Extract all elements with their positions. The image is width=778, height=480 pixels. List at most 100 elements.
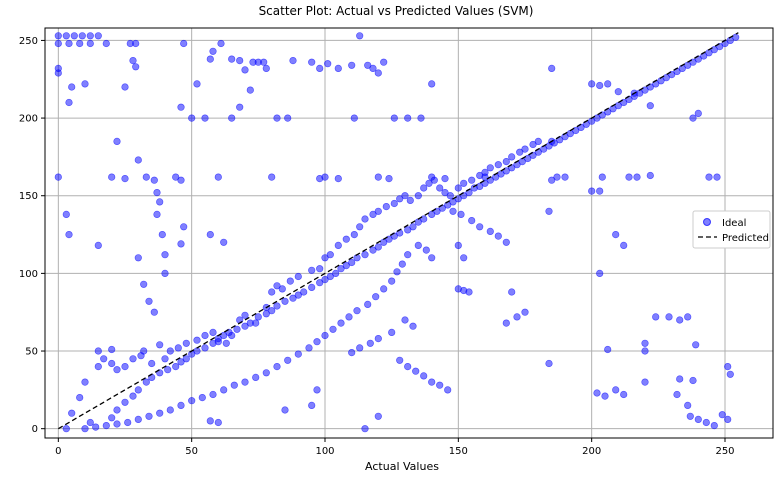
data-point [201,331,209,340]
data-point [161,355,169,363]
data-point [468,217,476,225]
data-point [134,156,142,164]
data-point [70,32,78,40]
data-point [342,235,350,243]
data-point [529,140,537,149]
data-point [604,80,612,88]
data-point [94,347,102,355]
data-point [369,64,377,72]
data-point [454,241,462,249]
data-point [158,231,166,239]
data-point [457,210,465,218]
data-point [145,297,153,305]
data-point [494,161,502,169]
data-point [246,86,254,94]
data-point [65,231,73,239]
data-point [481,173,489,181]
data-point [601,392,609,400]
data-point [129,355,137,363]
data-point [294,272,302,281]
data-point [289,294,297,302]
data-point [81,80,89,88]
data-point [364,300,372,309]
data-point [172,173,180,181]
data-point [188,397,196,405]
data-point [153,210,161,218]
data-point [502,158,510,166]
data-point [305,344,313,352]
data-point [262,64,270,72]
data-point [222,339,230,347]
data-point [665,313,673,321]
data-point [94,241,102,249]
data-point [308,401,316,410]
data-point [374,243,382,251]
data-point [412,367,420,375]
data-point [414,241,422,249]
data-point [361,251,369,259]
data-point [102,39,110,48]
data-point [420,372,428,380]
data-point [78,32,86,40]
data-point [508,153,516,161]
data-point [193,80,201,88]
y-tick-label: 200 [19,114,38,125]
data-point [102,422,110,430]
data-point [460,179,468,187]
data-point [241,311,249,319]
data-point [476,223,484,231]
data-point [428,173,436,181]
data-point [164,366,172,374]
data-point [294,350,302,358]
x-axis-ticks: 0 50 100 150 200 250 [55,438,735,457]
data-point [345,313,353,321]
predicted-line [58,32,739,430]
data-point [337,265,345,273]
data-point [369,210,377,218]
legend-label-predicted: Predicted [722,233,769,244]
data-point [54,173,62,181]
data-point [548,64,556,72]
data-point [561,173,569,181]
data-point [284,356,292,364]
data-point [444,386,452,394]
data-point [521,145,529,153]
data-point [321,276,329,284]
data-point [334,175,342,183]
y-tick-label: 100 [19,269,38,280]
data-point [121,175,129,183]
data-point [321,254,329,262]
data-point [342,262,350,270]
data-point [108,173,116,181]
data-point [94,363,102,371]
data-point [388,328,396,337]
data-point [694,415,702,424]
data-point [300,288,308,296]
data-point [177,103,185,111]
data-point [404,251,412,259]
data-point [374,69,382,77]
data-point [612,231,620,239]
data-point [548,176,556,184]
data-point [646,102,654,110]
data-point [220,238,228,246]
y-tick-label: 0 [32,424,38,435]
y-tick-label: 150 [19,191,38,202]
data-point [129,392,137,400]
data-point [422,246,430,254]
data-point [62,425,70,433]
data-point [692,341,700,349]
data-point [68,409,76,417]
data-point [182,355,190,363]
data-point [65,98,73,107]
data-point [673,390,681,399]
data-point [201,114,209,122]
data-point [124,418,132,427]
data-point [390,199,398,208]
data-point [177,358,185,366]
data-point [476,182,484,190]
data-point [62,210,70,218]
x-tick-label: 150 [449,446,468,457]
data-point [361,425,369,433]
